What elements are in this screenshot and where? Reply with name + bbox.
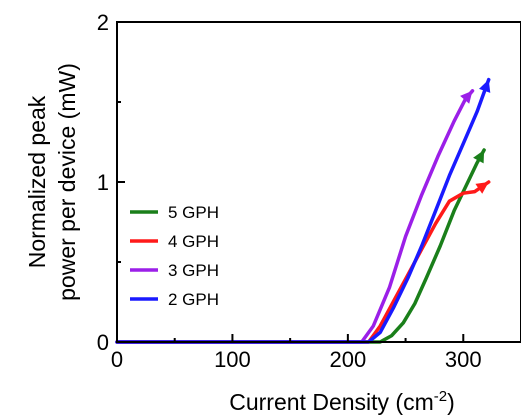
- y-tick-label: 1: [97, 170, 109, 195]
- series-arrowhead-3: [460, 90, 473, 104]
- legend-label-2: 4 GPH: [168, 232, 219, 251]
- x-axis-title-suffix: ): [447, 389, 455, 415]
- legend: 5 GPH 4 GPH 3 GPH 2 GPH: [130, 203, 219, 309]
- x-tick-label: 200: [329, 347, 366, 372]
- legend-label-3: 3 GPH: [168, 261, 219, 280]
- y-tick-label: 0: [97, 330, 109, 355]
- y-tick-label: 2: [97, 10, 109, 35]
- x-tick-label: 100: [214, 347, 251, 372]
- series-arrowhead-2: [475, 182, 489, 194]
- y-axis-title-line2: power per device (mW): [54, 63, 80, 301]
- y-axis-title-line1: Normalized peak: [24, 95, 50, 268]
- x-axis-title-main: Current Density (cm: [229, 389, 433, 415]
- legend-label-4: 2 GPH: [168, 290, 219, 309]
- series-arrowhead-4: [479, 79, 491, 93]
- series-arrowhead-1: [473, 150, 485, 164]
- x-axis-title-superscript: -2: [434, 388, 447, 405]
- x-tick-label: 300: [445, 347, 482, 372]
- legend-label-1: 5 GPH: [168, 203, 219, 222]
- x-tick-label: 0: [111, 347, 123, 372]
- ticks-layer: 0 100 200 300 0 1 2: [97, 10, 482, 372]
- x-axis-title: Current Density (cm-2): [229, 388, 455, 415]
